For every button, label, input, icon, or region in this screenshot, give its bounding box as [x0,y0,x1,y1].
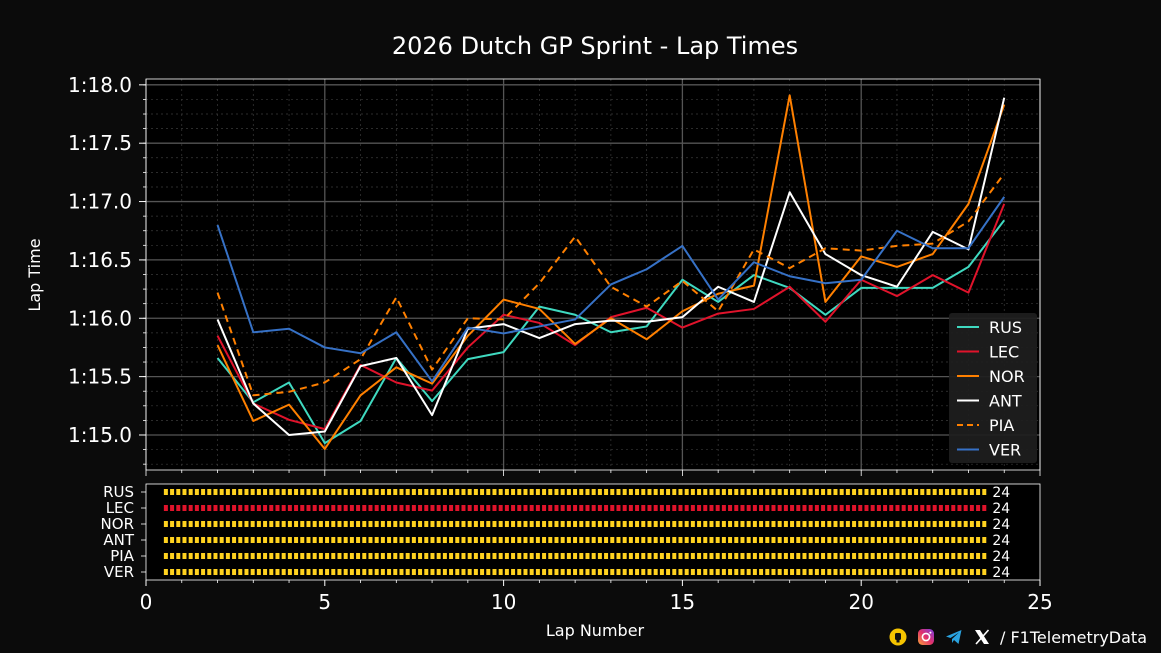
x-tick-label: 20 [848,590,873,614]
y-tick-label: 1:17.5 [68,131,132,155]
y-tick-label: 1:16.5 [68,248,132,272]
laps-value-label: 24 [992,565,1010,581]
y-tick-label: 1:15.5 [68,365,132,389]
y-tick-label: 1:16.0 [68,306,132,330]
instagram-icon[interactable] [916,627,936,647]
footer: / F1TelemetryData [888,627,1147,647]
telegram-icon[interactable] [944,627,964,647]
y-tick-label: 1:15.0 [68,423,132,447]
x-icon[interactable] [972,627,992,647]
series-line-rus [216,219,1006,445]
laps-completed-plot: RUS 24 LEC 24 NOR 24 ANT 24 PIA 24 VER 24 0 5 10 15 20 25 [101,483,1053,614]
x-tick-label: 0 [140,590,153,614]
laps-value-label: 24 [992,501,1010,517]
legend-label-nor: NOR [989,367,1025,386]
footer-handle[interactable]: / F1TelemetryData [1000,627,1147,647]
x-tick-label: 5 [318,590,331,614]
legend-label-pia: PIA [989,416,1014,435]
driver-label-nor: NOR [101,515,134,533]
series-line-ver [216,196,1006,383]
fan-club-icon[interactable] [888,627,908,647]
laps-plot-frame [145,483,1041,581]
legend-label-rus: RUS [989,318,1022,337]
legend-label-ant: ANT [989,392,1022,411]
driver-label-ver: VER [104,563,134,581]
y-tick-label: 1:18.0 [68,73,132,97]
driver-label-rus: RUS [103,483,134,501]
series-line-ant [216,97,1006,436]
series-line-pia [216,172,1006,397]
series-line-nor [216,94,1006,450]
legend-label-lec: LEC [989,343,1019,362]
legend-label-ver: VER [989,441,1021,460]
driver-label-lec: LEC [106,499,134,517]
x-tick-label: 25 [1027,590,1052,614]
driver-label-ant: ANT [103,531,134,549]
x-tick-label: 15 [670,590,695,614]
x-tick-label: 10 [491,590,516,614]
chart-title: 2026 Dutch GP Sprint - Lap Times [392,32,798,60]
driver-label-pia: PIA [110,547,134,565]
laps-value-label: 24 [992,485,1010,501]
laps-value-label: 24 [992,517,1010,533]
x-axis-label: Lap Number [546,621,645,640]
main-plot-area: 1:15.0 1:15.5 1:16.0 1:16.5 1:17.0 1:17.5 1:18… [68,73,1041,476]
legend: RUS LEC NOR ANT PIA VER [949,313,1037,463]
y-tick-label: 1:17.0 [68,190,132,214]
laps-value-label: 24 [992,533,1010,549]
y-axis-label: Lap Time [25,238,44,311]
laps-value-label: 24 [992,549,1010,565]
plot-frame [145,78,1041,471]
